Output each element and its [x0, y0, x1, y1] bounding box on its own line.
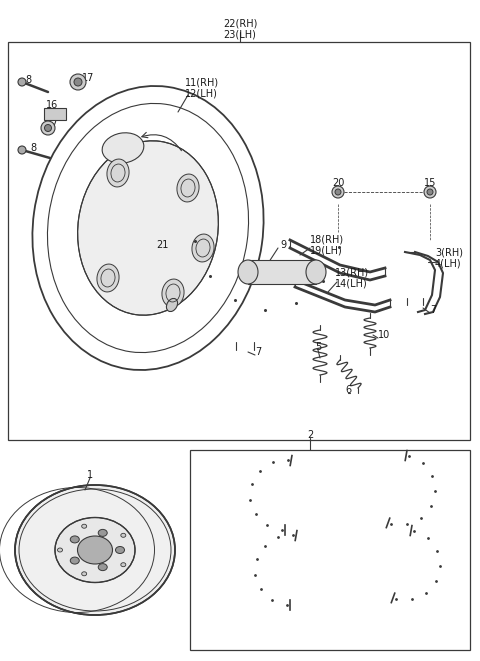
Text: 22(RH)
23(LH): 22(RH) 23(LH)	[223, 18, 257, 40]
Ellipse shape	[427, 189, 433, 195]
Ellipse shape	[70, 536, 79, 543]
Ellipse shape	[116, 547, 124, 553]
Text: 11(RH)
12(LH): 11(RH) 12(LH)	[185, 77, 219, 98]
Ellipse shape	[82, 572, 87, 576]
Text: 10: 10	[378, 330, 390, 340]
Text: 7: 7	[430, 305, 436, 315]
Text: 15: 15	[424, 178, 436, 188]
Ellipse shape	[162, 279, 184, 307]
Ellipse shape	[58, 548, 62, 552]
Text: 20: 20	[332, 178, 344, 188]
Ellipse shape	[192, 234, 214, 262]
Text: 18(RH)
19(LH): 18(RH) 19(LH)	[310, 234, 344, 256]
Ellipse shape	[306, 260, 326, 284]
Ellipse shape	[98, 529, 107, 536]
Ellipse shape	[77, 536, 112, 564]
Ellipse shape	[102, 133, 144, 163]
Ellipse shape	[167, 299, 178, 311]
Bar	[248, 260, 316, 284]
Text: 17: 17	[82, 73, 94, 83]
Bar	[190, 450, 470, 650]
Ellipse shape	[121, 533, 126, 537]
Ellipse shape	[238, 260, 258, 284]
Ellipse shape	[107, 159, 129, 187]
Ellipse shape	[41, 121, 55, 135]
Ellipse shape	[45, 124, 51, 132]
Ellipse shape	[74, 78, 82, 86]
Text: 21: 21	[156, 240, 168, 250]
Text: 2: 2	[307, 430, 313, 440]
Ellipse shape	[177, 174, 199, 202]
Text: 8: 8	[25, 75, 31, 85]
Ellipse shape	[121, 563, 126, 566]
Ellipse shape	[335, 189, 341, 195]
Ellipse shape	[70, 557, 79, 564]
Ellipse shape	[424, 186, 436, 198]
Text: 9: 9	[280, 240, 286, 250]
Bar	[44, 108, 66, 120]
Ellipse shape	[55, 518, 135, 582]
Text: 1: 1	[87, 470, 93, 480]
Text: 6: 6	[345, 385, 351, 395]
Ellipse shape	[70, 74, 86, 90]
Ellipse shape	[33, 86, 264, 370]
Text: 3(RH)
4(LH): 3(RH) 4(LH)	[435, 247, 463, 269]
Text: 13(RH)
14(LH): 13(RH) 14(LH)	[335, 267, 369, 289]
Ellipse shape	[98, 564, 107, 570]
Text: 16: 16	[46, 100, 58, 110]
Bar	[8, 42, 470, 440]
Ellipse shape	[82, 524, 87, 528]
Text: 7: 7	[255, 347, 261, 357]
Ellipse shape	[18, 78, 26, 86]
Ellipse shape	[78, 141, 218, 315]
Text: 17: 17	[46, 120, 58, 130]
Ellipse shape	[18, 146, 26, 154]
Ellipse shape	[15, 485, 175, 615]
Text: 8: 8	[30, 143, 36, 153]
Ellipse shape	[97, 264, 119, 292]
Ellipse shape	[332, 186, 344, 198]
Text: 5: 5	[315, 342, 321, 352]
